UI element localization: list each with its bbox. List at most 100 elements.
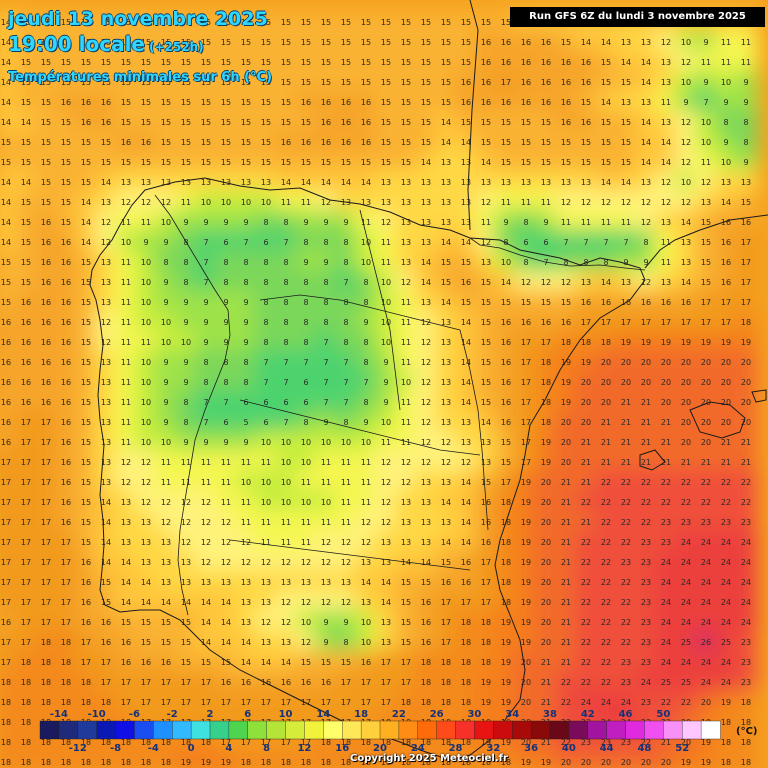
temperature-cell [0, 230, 18, 254]
grid-value: 19 [541, 438, 551, 447]
legend-swatch [663, 720, 683, 740]
grid-value: 11 [661, 258, 671, 267]
grid-value: 12 [181, 538, 191, 547]
grid-value: 17 [1, 458, 11, 467]
grid-value: 13 [481, 178, 491, 187]
grid-value: 15 [421, 58, 431, 67]
grid-value: 9 [183, 298, 188, 307]
grid-value: 17 [681, 318, 691, 327]
grid-value: 15 [401, 98, 411, 107]
grid-value: 8 [743, 118, 748, 127]
grid-value: 17 [521, 398, 531, 407]
grid-value: 13 [161, 578, 171, 587]
grid-value: 18 [461, 678, 471, 687]
grid-value: 10 [281, 498, 291, 507]
grid-value: 8 [363, 278, 368, 287]
grid-value: 13 [661, 58, 671, 67]
grid-value: 15 [441, 78, 451, 87]
legend-swatch [58, 720, 79, 740]
legend-lower-label: 16 [335, 743, 349, 754]
grid-value: 13 [101, 278, 111, 287]
grid-value: 14 [441, 118, 451, 127]
grid-value: 16 [521, 38, 531, 47]
grid-value: 16 [61, 358, 71, 367]
grid-value: 16 [61, 498, 71, 507]
grid-value: 20 [581, 378, 591, 387]
grid-value: 16 [421, 598, 431, 607]
grid-value: 16 [561, 58, 571, 67]
grid-value: 16 [301, 138, 311, 147]
grid-value: 14 [281, 658, 291, 667]
grid-value: 14 [501, 278, 511, 287]
grid-value: 9 [723, 98, 728, 107]
grid-value: 16 [581, 298, 591, 307]
grid-value: 15 [21, 198, 31, 207]
grid-value: 16 [441, 578, 451, 587]
grid-value: 10 [401, 378, 411, 387]
grid-value: 11 [261, 538, 271, 547]
grid-value: 16 [421, 618, 431, 627]
grid-value: 9 [383, 378, 388, 387]
grid-value: 14 [81, 238, 91, 247]
temperature-cell [0, 10, 18, 34]
temperature-cell [0, 450, 18, 474]
legend-swatch [77, 720, 98, 740]
grid-value: 14 [641, 78, 651, 87]
grid-value: 9 [223, 298, 228, 307]
legend-swatch [455, 720, 476, 740]
grid-value: 15 [61, 58, 71, 67]
grid-value: 23 [701, 518, 711, 527]
grid-value: 15 [21, 218, 31, 227]
grid-value: 11 [141, 338, 151, 347]
grid-value: 15 [561, 158, 571, 167]
grid-value: 15 [161, 638, 171, 647]
grid-value: 24 [681, 598, 691, 607]
grid-value: 20 [741, 378, 751, 387]
grid-value: 12 [141, 198, 151, 207]
grid-value: 11 [601, 218, 611, 227]
grid-value: 13 [481, 258, 491, 267]
grid-value: 21 [601, 418, 611, 427]
grid-value: 12 [681, 118, 691, 127]
grid-value: 19 [501, 678, 511, 687]
grid-value: 20 [581, 398, 591, 407]
grid-value: 10 [701, 118, 711, 127]
temperature-cell [0, 170, 18, 194]
temperature-cell [0, 570, 18, 594]
grid-value: 19 [641, 338, 651, 347]
grid-value: 15 [61, 218, 71, 227]
grid-value: 8 [303, 418, 308, 427]
grid-value: 15 [441, 18, 451, 27]
legend-swatch [323, 720, 343, 740]
grid-value: 11 [181, 458, 191, 467]
grid-value: 15 [41, 118, 51, 127]
grid-value: 18 [541, 418, 551, 427]
grid-value: 15 [481, 138, 491, 147]
grid-value: 15 [221, 58, 231, 67]
legend-upper-label: -14 [50, 709, 68, 720]
grid-value: 7 [343, 278, 348, 287]
grid-value: 15 [481, 18, 491, 27]
grid-value: 14 [481, 158, 491, 167]
grid-value: 18 [1, 738, 11, 747]
grid-value: 13 [401, 258, 411, 267]
grid-value: 20 [581, 418, 591, 427]
grid-value: 18 [461, 618, 471, 627]
grid-value: 16 [61, 298, 71, 307]
grid-value: 12 [701, 178, 711, 187]
grid-value: 15 [281, 158, 291, 167]
grid-value: 12 [301, 638, 311, 647]
grid-value: 17 [1, 498, 11, 507]
grid-value: 15 [561, 38, 571, 47]
grid-value: 14 [421, 158, 431, 167]
grid-value: 15 [61, 178, 71, 187]
grid-value: 17 [1, 478, 11, 487]
grid-value: 22 [641, 478, 651, 487]
grid-value: 17 [441, 618, 451, 627]
grid-value: 19 [681, 338, 691, 347]
grid-value: 15 [401, 638, 411, 647]
temperature-cell [254, 750, 278, 768]
temperature-cell [0, 390, 18, 414]
grid-value: 14 [141, 598, 151, 607]
grid-value: 21 [561, 638, 571, 647]
